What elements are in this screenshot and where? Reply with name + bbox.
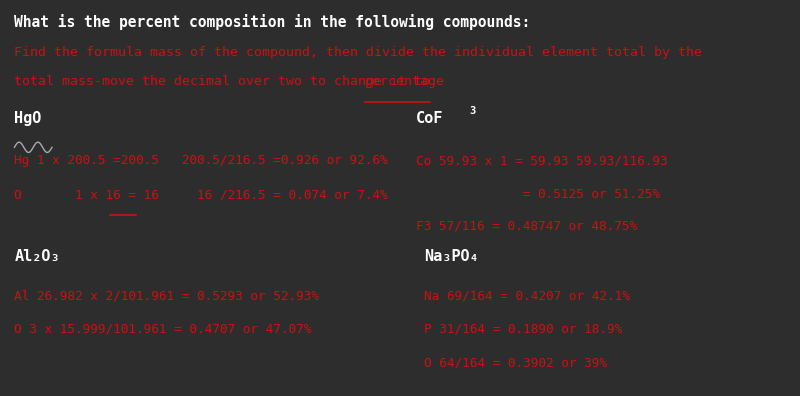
Text: = 0.5125 or 51.25%: = 0.5125 or 51.25% (416, 188, 660, 201)
Text: F3 57/116 = 0.48747 or 48.75%: F3 57/116 = 0.48747 or 48.75% (416, 220, 637, 233)
Text: CoF: CoF (416, 111, 443, 126)
Text: O 64/164 = 0.3902 or 39%: O 64/164 = 0.3902 or 39% (424, 356, 607, 369)
Text: O 3 x 15.999/101.961 = 0.4707 or 47.07%: O 3 x 15.999/101.961 = 0.4707 or 47.07% (14, 323, 312, 336)
Text: O       1 x 16 = 16     16 /216.5 = 0.074 or 7.4%: O 1 x 16 = 16 16 /216.5 = 0.074 or 7.4% (14, 188, 388, 201)
Text: Find the formula mass of the compound, then divide the individual element total : Find the formula mass of the compound, t… (14, 46, 702, 59)
Text: percentage: percentage (365, 75, 445, 88)
Text: Al 26.982 x 2/101.961 = 0.5293 or 52.93%: Al 26.982 x 2/101.961 = 0.5293 or 52.93% (14, 289, 319, 302)
Text: Na₃PO₄: Na₃PO₄ (424, 249, 478, 265)
Text: Al₂O₃: Al₂O₃ (14, 249, 60, 265)
Text: Hg 1 x 200.5 =200.5   200.5/216.5 =0.926 or 92.6%: Hg 1 x 200.5 =200.5 200.5/216.5 =0.926 o… (14, 154, 388, 168)
Text: Na 69/164 = 0.4207 or 42.1%: Na 69/164 = 0.4207 or 42.1% (424, 289, 630, 302)
Text: 3: 3 (470, 106, 476, 116)
Text: HgO: HgO (14, 111, 42, 126)
Text: total mass-move the decimal over two to change it to: total mass-move the decimal over two to … (14, 75, 438, 88)
Text: What is the percent composition in the following compounds:: What is the percent composition in the f… (14, 14, 530, 30)
Text: Co 59.93 x 1 = 59.93 59.93/116.93: Co 59.93 x 1 = 59.93 59.93/116.93 (416, 154, 668, 168)
Text: P 31/164 = 0.1890 or 18.9%: P 31/164 = 0.1890 or 18.9% (424, 323, 622, 336)
